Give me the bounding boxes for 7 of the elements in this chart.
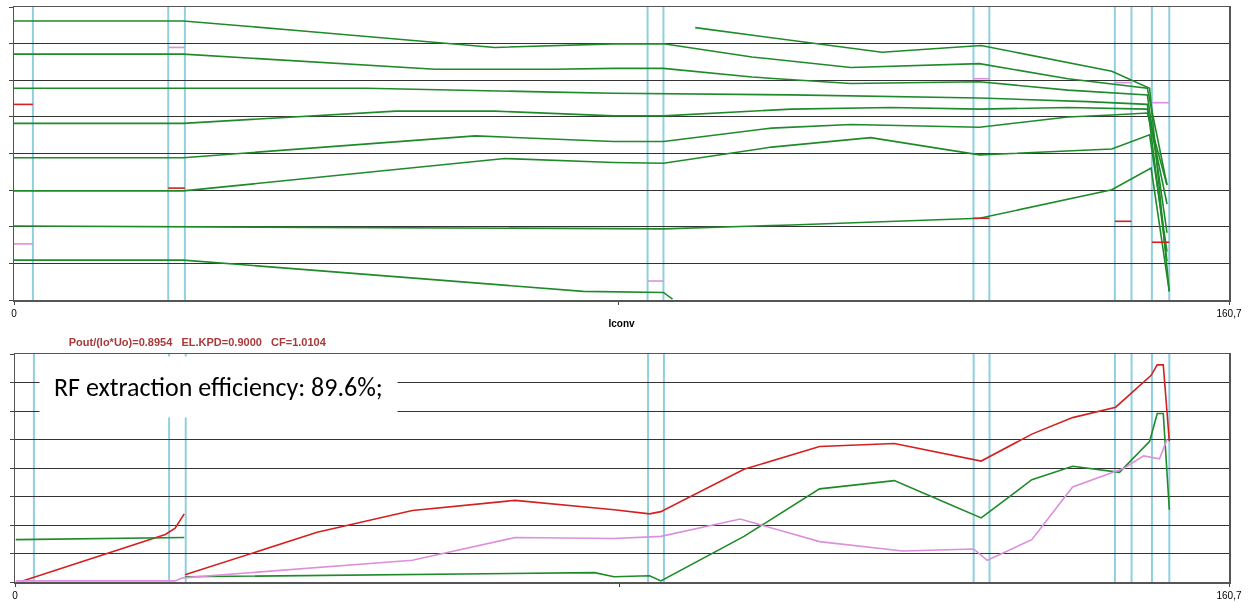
- x-tick-label: 160,7: [1216, 307, 1242, 319]
- x-tick-label: 0: [11, 307, 18, 319]
- x-tick-label: 0: [12, 589, 19, 601]
- chart-title: Pout/(Io*Uo)=0.8954 EL.KPD=0.9000 CF=1.0104: [68, 335, 327, 348]
- x-tick-label: 160,7: [1216, 589, 1242, 601]
- x-axis-title: Iconv: [608, 317, 635, 329]
- annotation: RF extraction efficiency: 89.6%;: [54, 371, 383, 403]
